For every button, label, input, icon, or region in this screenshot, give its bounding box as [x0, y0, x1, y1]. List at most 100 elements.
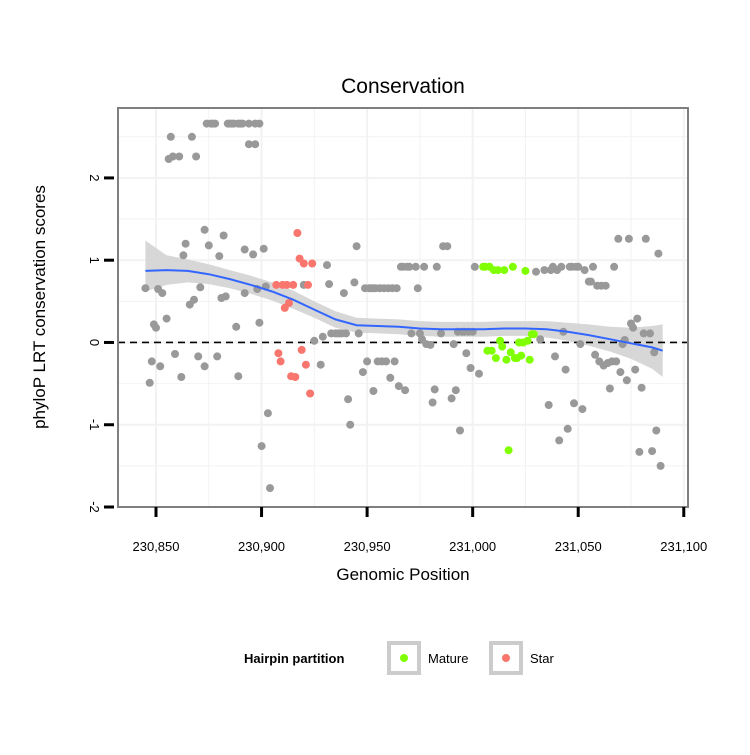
data-point-other	[574, 262, 583, 271]
data-point-other	[614, 234, 623, 243]
data-point-other	[466, 364, 475, 372]
data-point-mature	[502, 355, 511, 364]
data-point-star	[299, 259, 308, 268]
data-point-star	[308, 259, 317, 268]
y-tick-label: -1	[87, 419, 102, 431]
data-point-other	[162, 314, 171, 323]
axes: 230,850 230,900 230,950 231,000 231,050 231,1…	[87, 174, 707, 554]
data-point-other	[563, 424, 572, 433]
data-point-mature	[494, 266, 502, 275]
data-point-other	[426, 340, 435, 349]
data-point-other	[637, 383, 646, 392]
data-point-other	[428, 398, 437, 407]
data-point-mature	[504, 446, 513, 455]
data-point-other	[451, 386, 460, 395]
data-point-other	[204, 241, 213, 250]
data-point-other	[221, 292, 230, 301]
x-tick-label: 230,900	[238, 539, 285, 554]
data-point-other	[316, 360, 325, 369]
data-point-other	[633, 314, 642, 323]
data-point-other	[318, 332, 327, 341]
data-point-other	[192, 152, 201, 161]
y-tick-label: -2	[87, 501, 102, 513]
data-point-other	[622, 376, 631, 385]
grid-lines	[118, 108, 688, 507]
data-point-other	[352, 242, 361, 251]
data-point-other	[536, 335, 545, 344]
data-point-star	[306, 389, 315, 398]
data-point-other	[238, 119, 247, 128]
data-point-other	[251, 140, 260, 149]
data-point-mature	[506, 348, 515, 357]
data-point-other	[405, 262, 414, 271]
series-other	[141, 119, 665, 493]
legend-label-star: Star	[530, 651, 555, 666]
legend-mature-dot	[400, 654, 408, 662]
data-point-other	[586, 277, 595, 286]
data-point-other	[576, 340, 585, 349]
data-point-mature	[487, 346, 496, 355]
data-point-other	[152, 323, 160, 332]
legend-label-mature: Mature	[428, 651, 468, 666]
data-point-other	[342, 329, 350, 338]
data-point-other	[557, 262, 566, 271]
data-point-mature	[491, 354, 500, 363]
data-point-other	[456, 426, 464, 435]
data-point-other	[382, 357, 391, 366]
data-point-other	[168, 152, 177, 161]
data-point-other	[244, 140, 253, 149]
data-point-other	[641, 234, 650, 243]
data-point-other	[605, 384, 614, 393]
data-point-other	[249, 250, 258, 259]
data-point-other	[240, 289, 249, 298]
y-tick-label: 1	[87, 257, 102, 264]
data-point-other	[244, 119, 253, 128]
data-point-other	[561, 365, 570, 374]
data-point-other	[255, 318, 264, 327]
data-point-other	[190, 295, 198, 304]
data-point-other	[437, 329, 445, 338]
data-point-other	[540, 266, 549, 275]
data-point-other	[141, 284, 150, 293]
data-point-other	[401, 386, 410, 395]
data-point-other	[631, 365, 640, 374]
data-point-other	[616, 368, 625, 377]
data-point-other	[350, 278, 359, 287]
data-point-other	[219, 231, 228, 240]
data-point-star	[274, 349, 283, 358]
x-axis-title: Genomic Position	[336, 565, 469, 584]
data-point-other	[413, 284, 422, 293]
data-point-other	[213, 352, 222, 361]
data-point-other	[430, 385, 439, 394]
plot-frame-layer	[117, 107, 689, 508]
data-point-other	[570, 399, 578, 408]
data-point-mature	[517, 351, 526, 360]
data-point-star	[276, 357, 285, 366]
data-point-other	[551, 352, 559, 361]
data-point-other	[420, 262, 429, 271]
data-point-mature	[500, 266, 509, 275]
x-tick-label: 230,850	[133, 539, 180, 554]
data-point-other	[166, 132, 175, 141]
data-point-other	[179, 251, 188, 260]
data-point-star	[304, 280, 312, 289]
data-point-other	[635, 447, 644, 456]
data-point-other	[358, 368, 367, 377]
data-point-other	[656, 461, 665, 470]
data-point-other	[175, 152, 184, 161]
x-tick-label: 231,000	[449, 539, 496, 554]
data-point-other	[266, 484, 274, 493]
data-point-other	[339, 289, 348, 298]
data-point-other	[462, 349, 471, 358]
data-point-other	[580, 266, 589, 275]
data-point-mature	[498, 342, 507, 351]
data-point-other	[354, 329, 363, 338]
data-point-other	[156, 362, 165, 371]
data-point-star	[272, 280, 281, 289]
data-point-other	[449, 340, 458, 349]
data-point-other	[215, 252, 224, 261]
data-point-other	[555, 436, 564, 445]
